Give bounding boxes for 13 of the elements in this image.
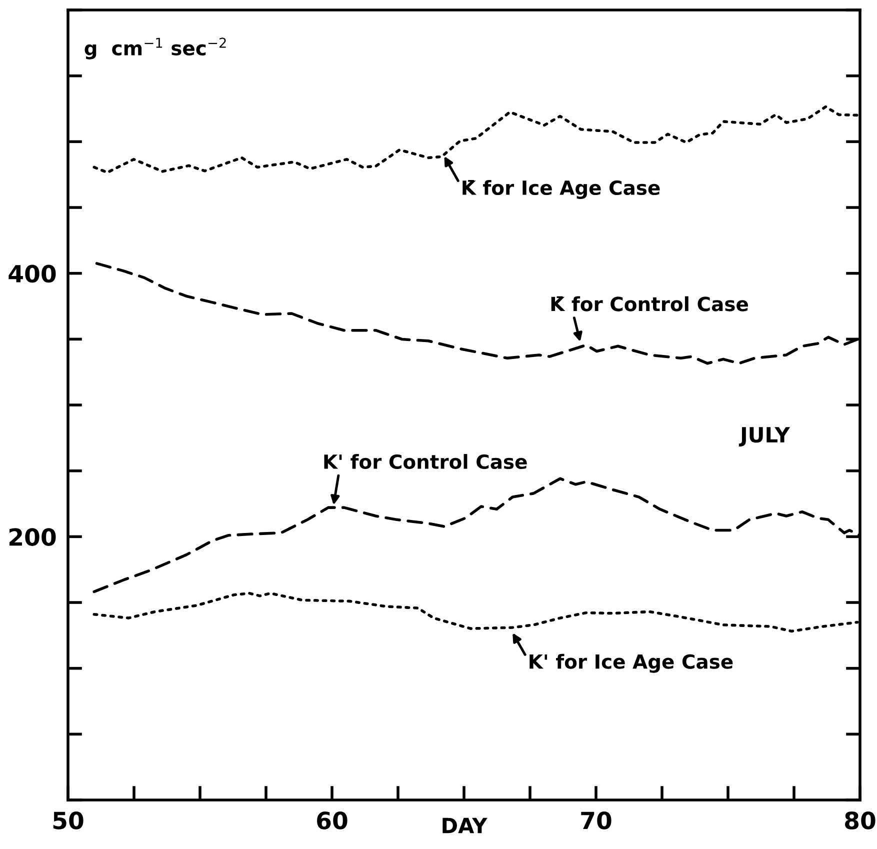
- annotation: JULY: [738, 427, 790, 447]
- annotation: K' for Control Case: [324, 454, 527, 470]
- y-tick-label: 400: [8, 264, 56, 283]
- x-tick-label: 60: [317, 812, 348, 830]
- x-tick-label: 80: [845, 812, 876, 830]
- y-axis-title: g cm$^{−1}$ sec$^{−2}$: [84, 38, 226, 60]
- annotation: K̄ for Ice Age Case: [462, 180, 660, 199]
- x-axis-title: DAY: [442, 818, 488, 834]
- annotation: K̄ for Control Case: [551, 296, 748, 312]
- x-tick-label: 70: [581, 812, 612, 830]
- y-tick-label: 200: [9, 528, 56, 546]
- annotation: K' for Ice Age Case: [530, 654, 733, 673]
- x-tick-label: 50: [53, 812, 84, 830]
